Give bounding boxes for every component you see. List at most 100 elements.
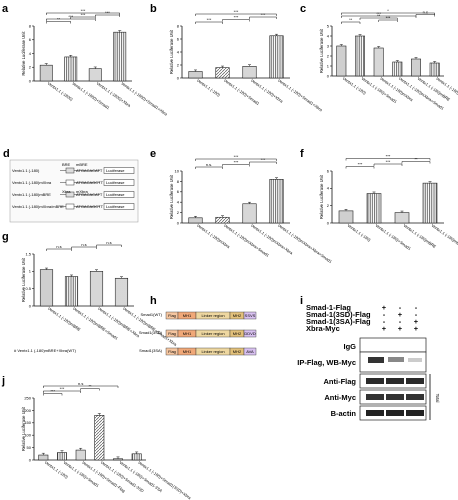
blot-myc-band-2: [386, 394, 404, 400]
bar: [394, 212, 410, 224]
bar: [411, 58, 421, 77]
significance-bracket: [46, 12, 120, 15]
bar: [269, 179, 284, 224]
significance-label: ***: [60, 386, 65, 391]
significance-bracket: [96, 244, 122, 247]
category-label: Ventx1.1 (-1800)+Smad1+Xbra: [120, 81, 169, 117]
bre-box: [65, 167, 75, 174]
y-tick-label: 5: [327, 23, 330, 28]
condition-mark: +: [398, 324, 403, 333]
luciferase-box: [103, 203, 135, 210]
significance-bracket: [341, 21, 361, 24]
y-tick-label: 2: [177, 62, 180, 67]
blot-label-actin: B-actin: [331, 409, 357, 418]
condition-name: Smad-1(3SA)-Flag: [306, 317, 371, 326]
panel-footnote: # Ventx1.1 (-180)mBRE+Xbra(WT): [14, 348, 77, 353]
panel-g-label: g: [2, 231, 9, 243]
bre-box: [65, 203, 75, 210]
significance-label: ***: [386, 15, 391, 20]
bar: [242, 66, 257, 79]
significance-bracket: [222, 19, 250, 22]
blot-myc-band-1: [366, 394, 384, 400]
domain-label: Linker region: [201, 313, 224, 318]
bar: [188, 217, 203, 224]
bar: [89, 271, 104, 307]
y-tick-label: 8: [29, 23, 32, 28]
domain-label: DDVD: [244, 331, 255, 336]
significance-bracket: [195, 21, 223, 24]
significance-bracket: [341, 12, 435, 15]
category-label: Ventx1.1 (-1800): [47, 81, 75, 102]
blot-actin-band-2: [386, 410, 404, 416]
y-tick-label: 4: [29, 51, 32, 56]
condition-name: Smad-1-Flag: [306, 303, 351, 312]
condition-mark: -: [399, 317, 402, 326]
significance-bracket: [43, 390, 81, 393]
luciferase-label: Luciferase: [106, 180, 125, 185]
sequence-text: ATGACACATT: [76, 168, 103, 173]
significance-bracket: [345, 158, 431, 161]
y-tick-label: 2: [327, 53, 330, 58]
condition-name: Xbra-Myc: [306, 324, 340, 333]
y-tick-label: 0.5: [25, 286, 31, 291]
domain-box: [243, 329, 257, 338]
blot-label-ip: IP-Flag, WB-Myc: [297, 358, 356, 367]
bar: [366, 193, 382, 224]
category-label: Ventx1.1 (-180)mXbra+Xbra+Smad1: [277, 223, 334, 265]
bar: [39, 64, 53, 82]
construct-name: Ventx1.1 (-180)mBRE: [12, 192, 51, 197]
domain-label: MH1: [183, 313, 192, 318]
blot-label-myc: Anti-Myc: [324, 393, 356, 402]
bre-box: [65, 191, 75, 198]
panel-h-label: h: [150, 295, 157, 307]
condition-mark: -: [415, 303, 418, 312]
blot-igg-frame: [359, 337, 427, 353]
category-label: Ventx1.1 (-180)mBRE+Xbra: [97, 306, 141, 339]
blot-label-igg: IgG: [344, 342, 357, 351]
y-tick-label: 10: [175, 168, 180, 173]
y-tick-label: 4: [327, 33, 330, 38]
y-tick-label: 1.5: [25, 251, 31, 256]
significance-label: n.s: [56, 244, 61, 249]
significance-bracket: [46, 21, 71, 24]
significance-bracket: [359, 17, 398, 20]
condition-mark: +: [398, 310, 403, 319]
y-tick-label: 0: [29, 457, 32, 462]
panel-d-label: d: [3, 148, 10, 160]
domain-label: SSVS: [245, 313, 256, 318]
bar: [114, 277, 129, 307]
luciferase-label: Luciferase: [106, 204, 125, 209]
bar: [269, 35, 284, 79]
significance-label: ***: [386, 154, 391, 159]
category-label: Ventx1.1 (-180): [196, 78, 222, 98]
significance-bracket: [401, 161, 431, 164]
y-tick-label: 200: [24, 408, 31, 413]
y-tick-label: 0: [177, 75, 180, 80]
condition-mark: -: [415, 310, 418, 319]
significance-label: ***: [105, 10, 110, 15]
construct-name: Smad1(3SA): [139, 348, 163, 353]
blot-ip-band-1: [368, 357, 384, 363]
category-label: Ventx1.1 (-180)mBRE+Smad1: [430, 223, 458, 258]
significance-label: ***: [234, 9, 239, 14]
blot-actin-band-3: [406, 410, 424, 416]
y-tick-label: 6: [29, 37, 32, 42]
site-marker: Xbra: [62, 189, 71, 194]
y-tick-label: 8: [177, 179, 180, 184]
significance-label: ***: [386, 159, 391, 164]
significance-label: n.s: [78, 381, 83, 386]
blot-flag-band-3: [406, 378, 424, 384]
condition-mark: -: [383, 317, 386, 326]
bar: [39, 269, 54, 307]
significance-label: n.s: [81, 242, 86, 247]
panel-e-label: e: [150, 148, 156, 160]
condition-mark: -: [383, 310, 386, 319]
site-marker: mXbra: [76, 189, 89, 194]
bar: [392, 61, 403, 77]
significance-bracket: [95, 14, 120, 17]
y-tick-label: 6: [327, 168, 330, 173]
significance-bracket: [80, 388, 100, 391]
domain-box: [243, 347, 257, 356]
